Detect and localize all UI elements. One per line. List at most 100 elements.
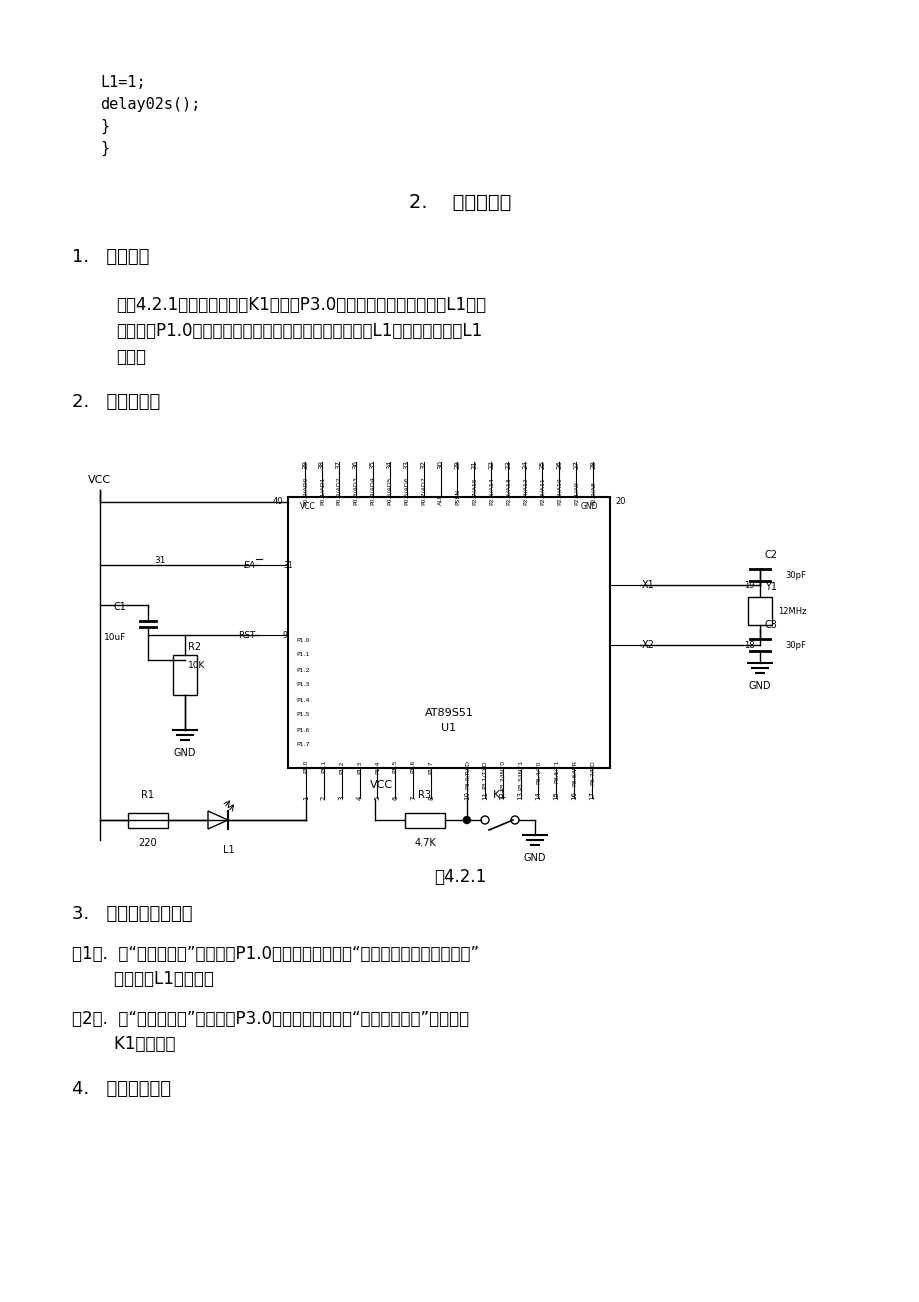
Text: 25: 25	[539, 460, 545, 469]
Text: P2.2/A10: P2.2/A10	[556, 478, 561, 505]
Text: 5: 5	[374, 796, 380, 799]
Text: L1: L1	[222, 845, 234, 855]
Text: 31: 31	[283, 560, 292, 569]
Text: 10: 10	[463, 792, 470, 799]
Text: 40: 40	[272, 497, 283, 506]
Text: 12: 12	[499, 792, 505, 799]
Text: P2.0/A8: P2.0/A8	[590, 482, 595, 505]
Text: 19: 19	[743, 581, 754, 590]
Text: 2: 2	[321, 796, 326, 799]
Text: （1）.  把“单片机系统”区域中的P1.0端口用导线连接到“八路发光二极管指示模块”: （1）. 把“单片机系统”区域中的P1.0端口用导线连接到“八路发光二极管指示模…	[72, 945, 479, 963]
Text: 22: 22	[488, 460, 494, 469]
Text: P1.2: P1.2	[339, 760, 344, 773]
Text: 30: 30	[437, 460, 443, 469]
Text: 1: 1	[302, 796, 309, 799]
Text: 39: 39	[301, 460, 308, 469]
Circle shape	[510, 816, 518, 824]
Text: 30pF: 30pF	[784, 641, 805, 650]
Text: 如图4.2.1所示，监视开关K1（接在P3.0端口上），用发光二极管L1（接: 如图4.2.1所示，监视开关K1（接在P3.0端口上），用发光二极管L1（接	[116, 296, 485, 314]
Text: 29: 29	[454, 460, 460, 469]
Text: }: }	[100, 141, 109, 156]
Text: 28: 28	[589, 460, 596, 469]
Text: 息灯。: 息灯。	[116, 348, 146, 366]
Text: R3: R3	[418, 790, 431, 799]
Text: P1.1: P1.1	[321, 760, 326, 773]
Text: Y1: Y1	[765, 582, 777, 592]
Text: P1.7: P1.7	[296, 742, 309, 747]
Text: 14: 14	[535, 792, 541, 799]
Text: （2）.  把“单片机系统”区域中的P3.0端口用导线连接到“四路拨动开关”区域中的: （2）. 把“单片机系统”区域中的P3.0端口用导线连接到“四路拨动开关”区域中…	[72, 1010, 469, 1029]
Text: P1.4: P1.4	[296, 698, 309, 703]
Text: L1=1;: L1=1;	[100, 76, 145, 90]
Text: P1.7: P1.7	[428, 760, 433, 773]
Text: GND: GND	[523, 853, 546, 863]
Polygon shape	[208, 811, 228, 829]
Text: 36: 36	[352, 460, 358, 469]
Text: K1: K1	[493, 790, 506, 799]
Text: 30pF: 30pF	[784, 570, 805, 579]
Text: 32: 32	[420, 460, 426, 469]
Text: RST: RST	[238, 630, 255, 639]
Bar	[288, 497, 609, 768]
Text: P1.5: P1.5	[296, 712, 309, 717]
Circle shape	[481, 816, 489, 824]
Text: 35: 35	[369, 460, 375, 469]
Text: P1.0: P1.0	[296, 638, 309, 642]
Text: 6: 6	[391, 796, 398, 799]
Text: C1: C1	[113, 602, 126, 612]
Text: P0.6/AD6: P0.6/AD6	[403, 477, 409, 505]
Text: P1.4: P1.4	[375, 760, 380, 773]
Text: P1.6: P1.6	[296, 728, 309, 733]
Text: C2: C2	[765, 549, 777, 560]
Text: P3.2/INT0: P3.2/INT0	[500, 760, 505, 790]
Text: 11: 11	[482, 792, 487, 799]
Text: 16: 16	[571, 792, 576, 799]
Text: VCC: VCC	[88, 475, 111, 486]
Text: R2: R2	[187, 642, 201, 652]
Text: P2.1/A9: P2.1/A9	[573, 482, 578, 505]
Text: P0.3/AD3: P0.3/AD3	[353, 477, 357, 505]
Text: }: }	[100, 118, 109, 134]
Text: 12MHz: 12MHz	[777, 607, 806, 616]
Text: P3.3/INT1: P3.3/INT1	[517, 760, 523, 790]
Text: 26: 26	[556, 460, 562, 469]
Text: 31: 31	[154, 556, 165, 565]
Text: 17: 17	[588, 792, 595, 799]
Text: 3.   系统板上硬件连线: 3. 系统板上硬件连线	[72, 905, 192, 923]
Text: 9: 9	[283, 630, 288, 639]
Text: 4.7K: 4.7K	[414, 838, 436, 848]
Text: VCC: VCC	[300, 503, 315, 510]
Text: 4: 4	[357, 796, 362, 799]
Text: P0.2/AD2: P0.2/AD2	[336, 477, 341, 505]
Text: P2.4/A12: P2.4/A12	[522, 477, 528, 505]
Text: 3: 3	[338, 796, 345, 799]
Text: 13: 13	[517, 792, 523, 799]
Text: P1.5: P1.5	[392, 760, 397, 773]
Text: C3: C3	[765, 620, 777, 630]
Text: 7: 7	[410, 796, 415, 799]
Text: VCC: VCC	[369, 780, 392, 790]
Text: 24: 24	[522, 460, 528, 469]
Text: 27: 27	[573, 460, 578, 469]
Text: P1.3: P1.3	[296, 682, 309, 687]
Text: P0.1/AD1: P0.1/AD1	[319, 477, 324, 505]
Text: 区域中的L1端口上；: 区域中的L1端口上；	[72, 970, 213, 988]
Text: P1.2: P1.2	[296, 668, 309, 673]
Text: P3.4/T0: P3.4/T0	[536, 760, 540, 784]
Bar	[128, 812, 168, 828]
Bar	[747, 598, 771, 625]
Text: R1: R1	[142, 790, 154, 799]
Text: K1端口上；: K1端口上；	[72, 1035, 176, 1053]
Text: P1.1: P1.1	[296, 652, 309, 658]
Text: P3.5/T1: P3.5/T1	[553, 760, 558, 784]
Text: P1.6: P1.6	[410, 760, 415, 773]
Text: EA: EA	[244, 560, 255, 569]
Circle shape	[463, 816, 470, 823]
Text: P3.7/RD: P3.7/RD	[589, 760, 594, 785]
Text: U1: U1	[441, 723, 456, 733]
Text: PSEN: PSEN	[455, 488, 460, 505]
Text: P3.6/WR: P3.6/WR	[571, 760, 576, 786]
Text: 10K: 10K	[187, 660, 205, 669]
Text: X1: X1	[641, 579, 654, 590]
Text: 10uF: 10uF	[104, 634, 126, 642]
